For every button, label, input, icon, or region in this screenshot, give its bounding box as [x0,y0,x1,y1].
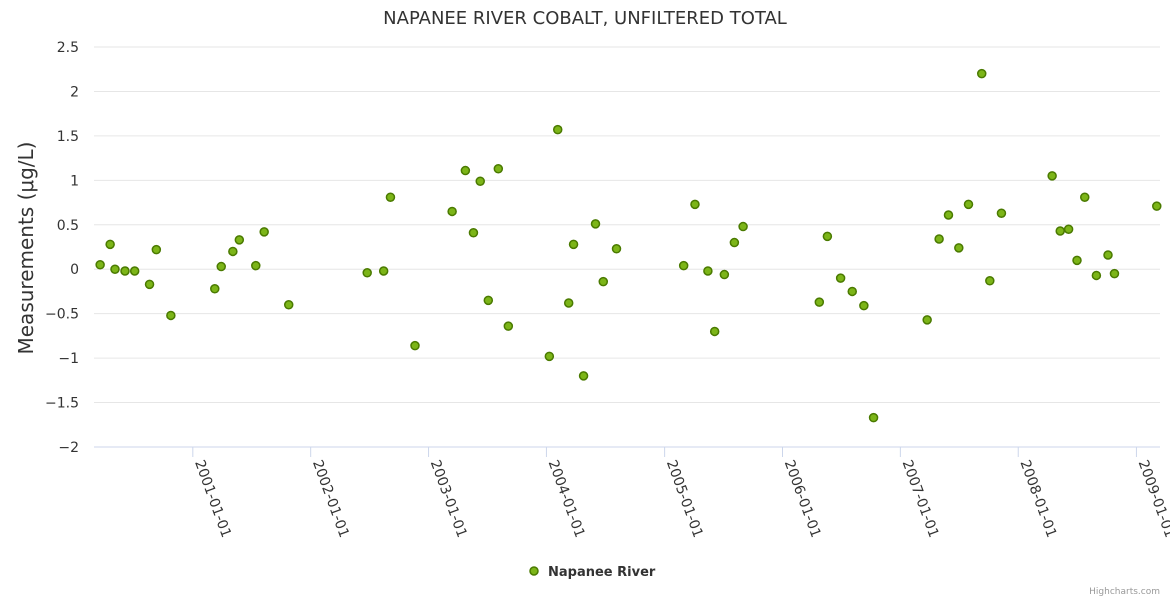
data-point[interactable] [283,300,294,310]
data-point[interactable] [1103,250,1113,260]
data-point[interactable] [814,297,825,307]
data-point[interactable] [447,206,457,217]
data-point[interactable] [105,239,115,250]
data-point[interactable] [95,260,105,270]
x-tick-label: 2004-01-01 [545,458,588,540]
data-point[interactable] [216,261,226,272]
y-tick-label: −1 [58,351,79,367]
x-tick-label: 2008-01-01 [1016,458,1059,540]
data-point[interactable] [251,260,261,271]
data-point[interactable] [1091,270,1102,281]
data-point[interactable] [563,298,574,308]
data-point[interactable] [868,412,879,423]
data-point[interactable] [1072,255,1082,266]
chart-title: NAPANEE RIVER COBALT, UNFILTERED TOTAL [383,8,787,29]
legend-label[interactable]: Napanee River [548,565,656,580]
data-point[interactable] [996,208,1007,218]
x-tick-label: 2009-01-01 [1135,458,1170,540]
data-point[interactable] [385,192,396,202]
data-point[interactable] [120,266,130,276]
y-tick-label: 2.5 [57,40,79,56]
data-point[interactable] [943,210,954,220]
y-axis-label: Measurements (μg/L) [14,142,38,355]
y-tick-label: 0 [70,262,79,278]
data-point[interactable] [678,260,689,271]
data-point[interactable] [460,165,471,176]
data-point[interactable] [738,221,748,232]
data-point[interactable] [362,268,372,278]
data-point[interactable] [568,239,579,250]
data-point[interactable] [1109,268,1120,279]
data-point[interactable] [228,246,238,257]
data-point[interactable] [719,269,730,280]
series-napanee-river [95,68,1162,423]
data-point[interactable] [552,124,563,135]
data-point[interactable] [1080,192,1090,202]
y-tick-label: 1 [70,173,79,189]
data-point[interactable] [963,199,974,210]
data-point[interactable] [151,244,162,255]
data-point[interactable] [378,266,389,276]
data-point[interactable] [129,266,140,276]
data-point[interactable] [835,273,846,283]
data-point[interactable] [544,351,555,362]
data-point[interactable] [210,284,220,294]
x-tick-label: 2003-01-01 [427,458,470,540]
data-point[interactable] [1047,171,1057,181]
data-point[interactable] [493,164,504,174]
data-point[interactable] [166,310,176,321]
data-point[interactable] [859,300,869,311]
data-point[interactable] [1055,226,1065,236]
data-point[interactable] [847,286,857,297]
data-point[interactable] [590,219,601,229]
grid [94,46,1160,448]
data-point[interactable] [410,340,420,351]
x-tick-label: 2001-01-01 [191,458,234,540]
data-point[interactable] [475,176,485,186]
x-tick-label: 2006-01-01 [781,458,824,540]
y-tick-label: −0.5 [45,307,79,323]
x-tick-label: 2005-01-01 [663,458,706,540]
legend-marker [529,566,539,576]
data-point[interactable] [611,244,622,254]
data-point[interactable] [468,228,479,238]
data-point[interactable] [578,371,589,381]
data-point[interactable] [690,199,700,210]
data-point[interactable] [729,237,740,248]
x-axis: 2001-01-01 2002-01-01 2003-01-01 2004-01-01… [191,447,1170,540]
x-tick-label: 2007-01-01 [899,458,942,540]
legend[interactable]: Napanee River [529,565,656,580]
data-point[interactable] [144,279,155,290]
data-point[interactable] [259,227,269,237]
data-point[interactable] [1063,224,1074,234]
data-point[interactable] [703,266,713,276]
data-point[interactable] [709,326,720,337]
y-tick-label: 0.5 [57,218,79,234]
data-point[interactable] [110,264,120,274]
data-point[interactable] [922,315,932,325]
data-point[interactable] [1152,201,1162,211]
y-axis-ticks: 2.5 2 1.5 1 0.5 0 −0.5 −1 −1.5 −2 [45,40,79,456]
y-tick-label: 1.5 [57,129,79,145]
data-point[interactable] [234,235,245,245]
data-point[interactable] [954,243,964,253]
y-tick-label: 2 [70,84,79,100]
credits[interactable]: Highcharts.com [1089,587,1160,597]
y-tick-label: −2 [58,440,79,456]
data-point[interactable] [934,234,944,244]
y-tick-label: −1.5 [45,396,79,412]
data-point[interactable] [985,276,995,286]
data-point[interactable] [822,231,833,242]
data-point[interactable] [976,68,987,79]
data-point[interactable] [483,295,494,306]
x-tick-label: 2002-01-01 [309,458,352,540]
data-point[interactable] [503,321,514,331]
data-point[interactable] [598,276,609,287]
